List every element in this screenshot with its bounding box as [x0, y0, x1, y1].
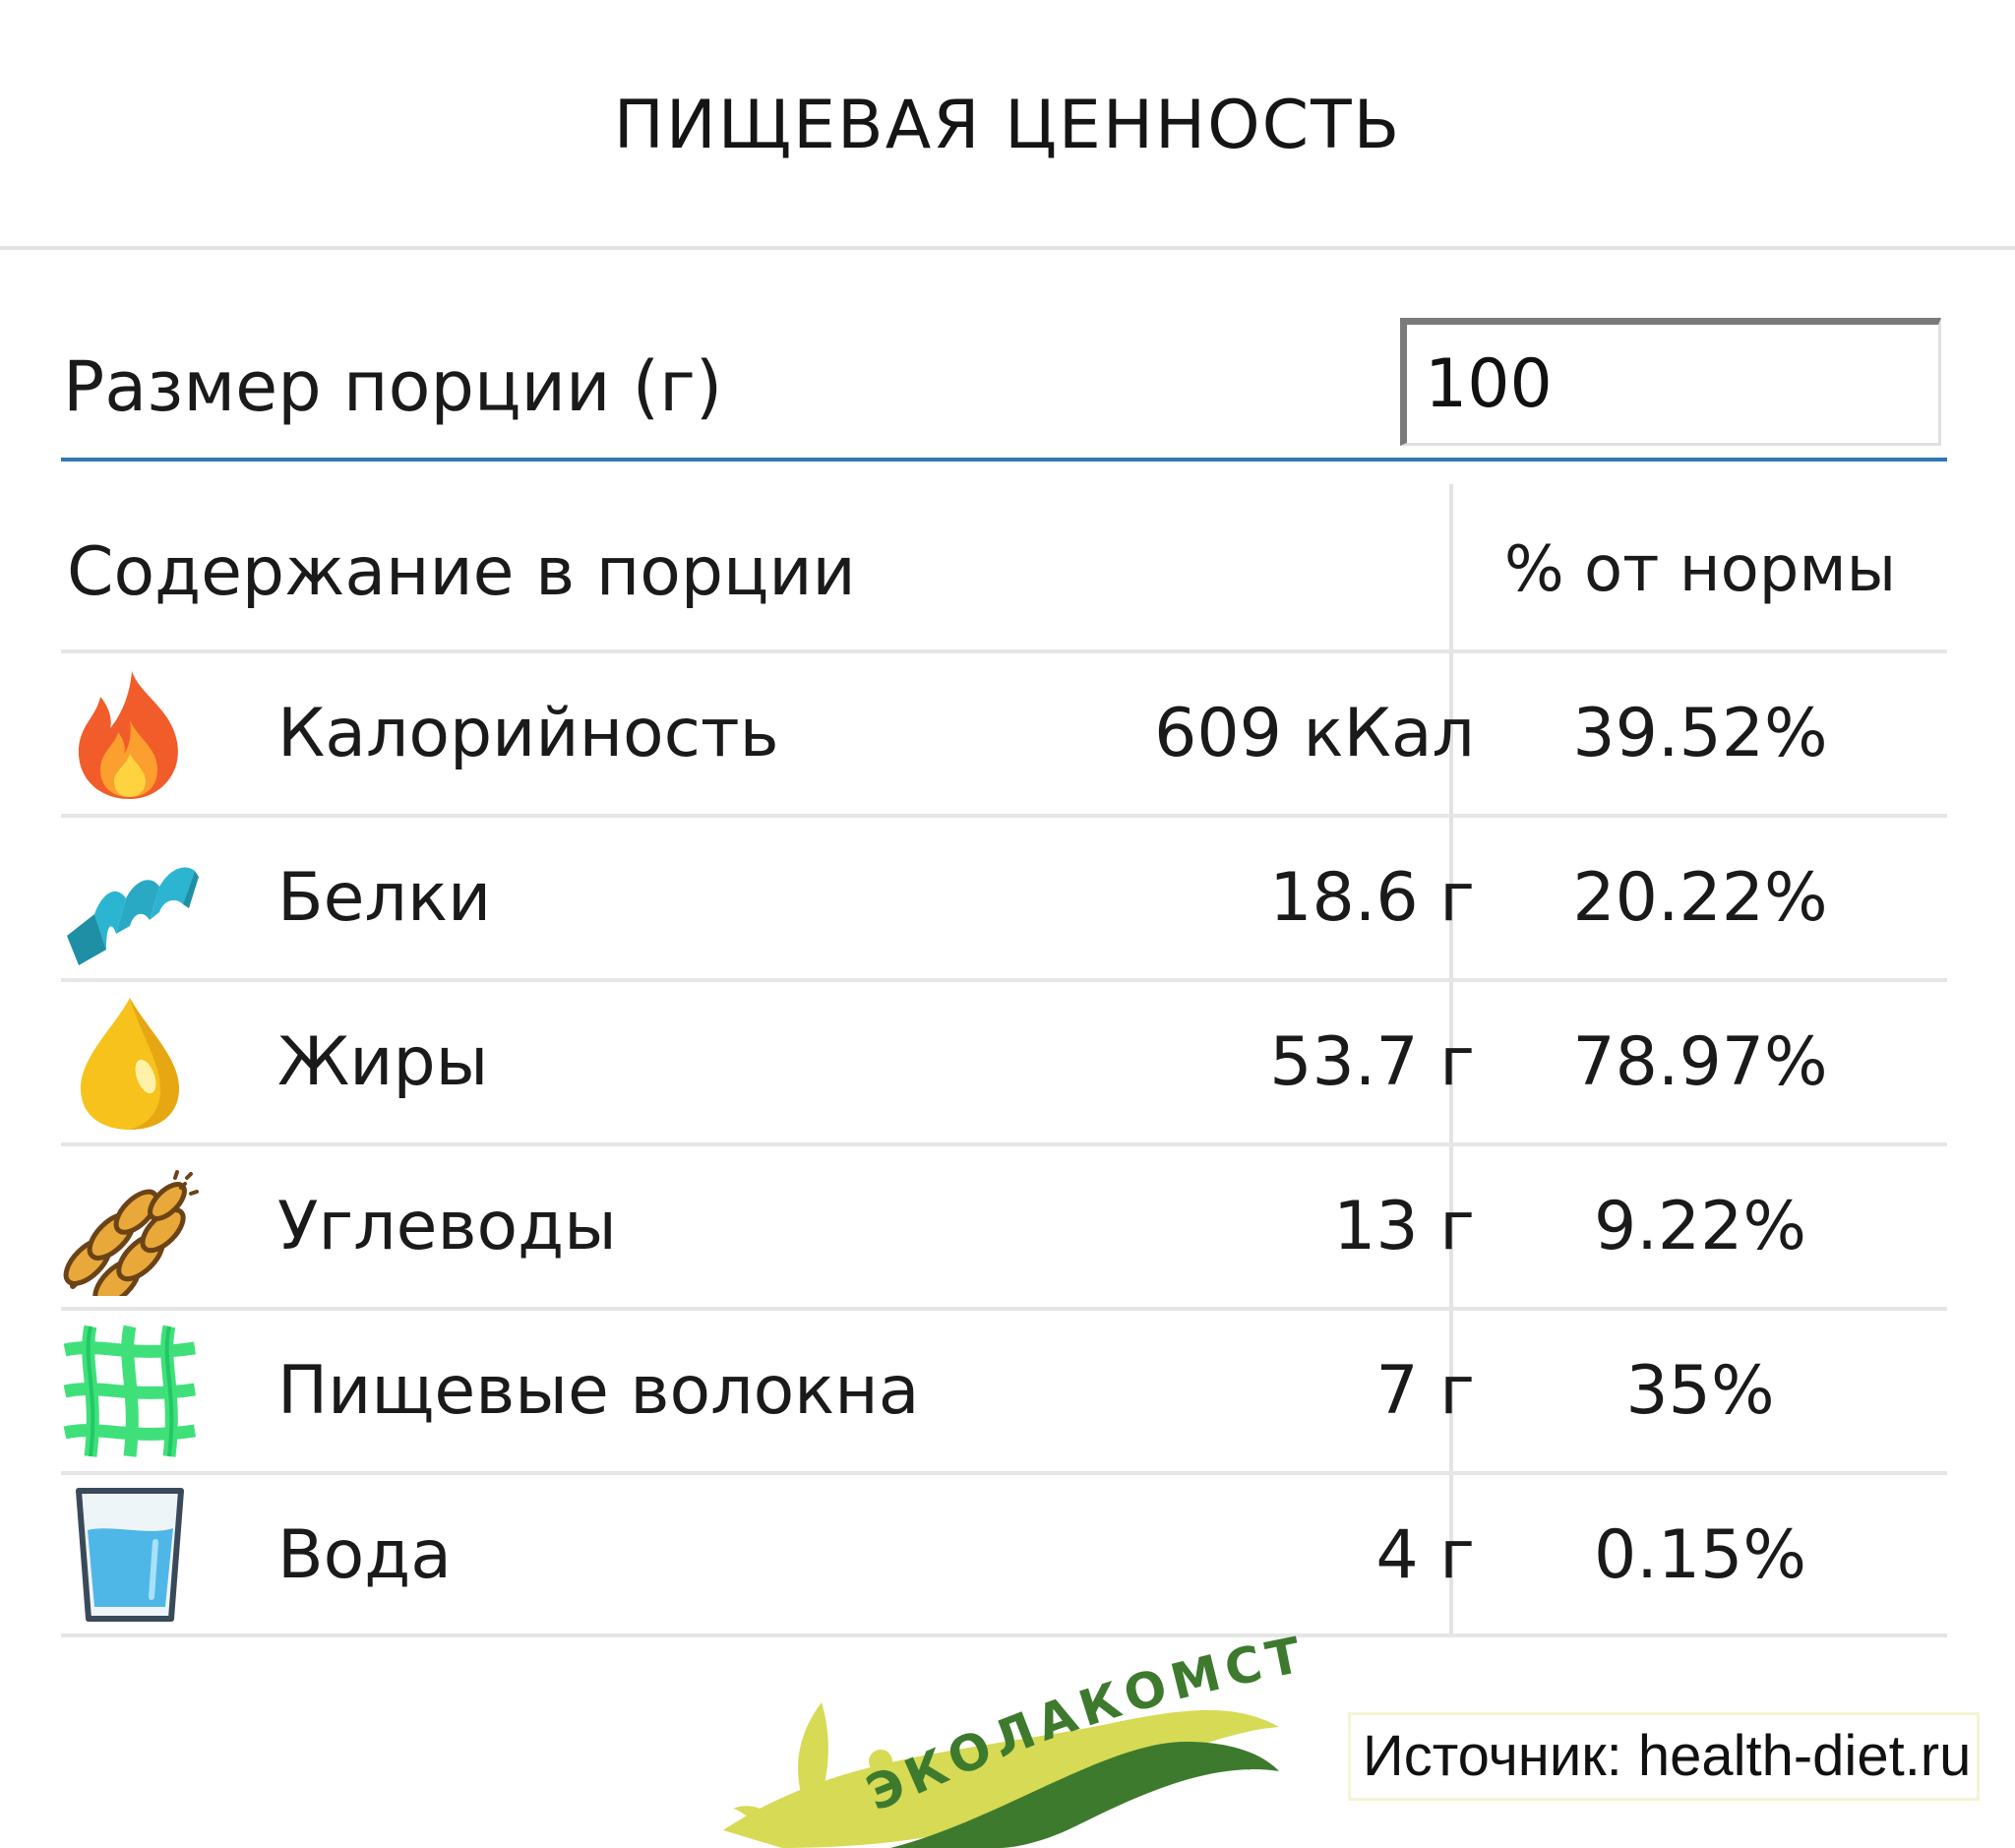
- fire-icon: [78, 671, 178, 799]
- nutrient-name: Жиры: [277, 1023, 489, 1101]
- title-divider: [0, 246, 2015, 250]
- column-divider: [1449, 484, 1453, 1635]
- nutrient-name: Вода: [277, 1516, 452, 1594]
- nutrient-percent: 35%: [1625, 1352, 1775, 1430]
- fiber-icon: [63, 1324, 196, 1457]
- nutrient-row-fiber: Пищевые волокна 7 г 35%: [61, 1307, 1947, 1471]
- nutrient-name: Пищевые волокна: [277, 1352, 920, 1430]
- percent-of-norm-header: % от нормы: [1503, 533, 1897, 606]
- nutrient-row-calories: Калорийность 609 кКал 39.52%: [61, 649, 1947, 814]
- nutrient-amount: 7 г: [1375, 1352, 1475, 1430]
- nutrient-row-fats: Жиры 53.7 г 78.97%: [61, 978, 1947, 1142]
- nutrient-row-protein: Белки 18.6 г 20.22%: [61, 814, 1947, 978]
- nutrient-name: Белки: [277, 859, 492, 937]
- ekolakomstvo-logo: ЭКОЛАКОМСТВО: [723, 1633, 1306, 1848]
- page-title: ПИЩЕВАЯ ЦЕННОСТЬ: [613, 87, 1402, 164]
- content-per-serving-header: Содержание в порции: [67, 533, 856, 611]
- source-label: Источник: health-diet.ru: [1348, 1712, 1980, 1801]
- serving-underline: [61, 458, 1947, 462]
- nutrient-percent: 39.52%: [1572, 695, 1828, 772]
- nutrient-amount: 53.7 г: [1269, 1023, 1475, 1101]
- nutrient-percent: 0.15%: [1593, 1516, 1807, 1594]
- water-glass-icon: [76, 1488, 184, 1622]
- table-bottom-rule: [61, 1633, 1947, 1637]
- serving-size-input[interactable]: [1400, 318, 1941, 446]
- serving-size-label: Размер порции (г): [63, 346, 723, 427]
- nutrient-name: Углеводы: [277, 1188, 617, 1265]
- nutrient-amount: 4 г: [1375, 1516, 1475, 1594]
- nutrient-amount: 13 г: [1333, 1188, 1475, 1265]
- nutrient-percent: 78.97%: [1572, 1023, 1828, 1101]
- protein-helix-icon: [67, 867, 199, 965]
- nutrient-amount: 609 кКал: [1154, 695, 1475, 772]
- oil-drop-icon: [81, 998, 179, 1130]
- nutrient-amount: 18.6 г: [1269, 859, 1475, 937]
- nutrient-percent: 9.22%: [1593, 1188, 1807, 1265]
- nutrient-name: Калорийность: [277, 695, 779, 772]
- nutrient-row-carbs: Углеводы 13 г 9.22%: [61, 1142, 1947, 1307]
- nutrient-percent: 20.22%: [1572, 859, 1828, 937]
- nutrient-row-water: Вода 4 г 0.15%: [61, 1471, 1947, 1635]
- wheat-icon: [63, 1170, 199, 1296]
